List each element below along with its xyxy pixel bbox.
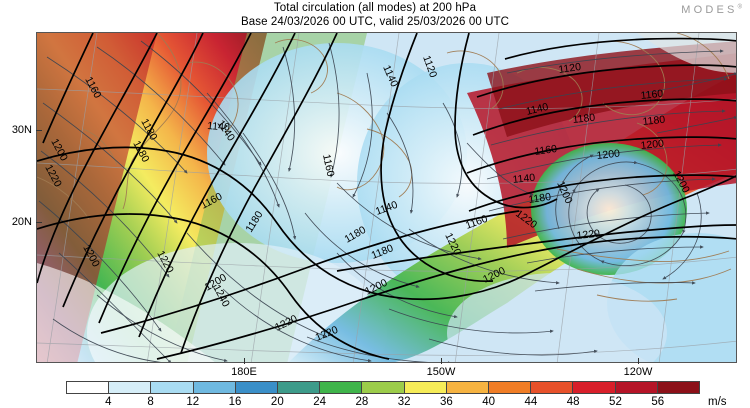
xtick-label-180e: 180E: [231, 366, 257, 378]
contour-label: 1140: [512, 172, 536, 186]
colorbar-swatch-4: [235, 382, 279, 393]
colorbar-swatch-5: [278, 382, 321, 393]
colorbar-tick-32: 32: [397, 396, 411, 408]
colorbar-swatch-13: [615, 382, 658, 393]
colorbar-swatch-14: [657, 382, 700, 393]
colorbar-tick-44: 44: [524, 396, 538, 408]
colorbar-swatch-10: [489, 382, 532, 393]
colorbar-tick-52: 52: [609, 396, 622, 408]
contour-label: 1200: [596, 148, 621, 162]
colorbar-swatch-8: [404, 382, 447, 393]
height-contour-layer: [37, 33, 736, 360]
contour-label: 1160: [640, 88, 664, 102]
xtick-mark-120w: [638, 358, 639, 364]
ytick-label-20n: 20N: [11, 216, 32, 228]
colorbar-swatch-1: [109, 382, 152, 393]
contour-label: 1140: [207, 120, 231, 134]
colorbar-swatch-0: [67, 382, 110, 393]
xtick-mark-180e: [244, 358, 245, 364]
colorbar-tick-8: 8: [147, 396, 154, 408]
contour-label: 1140: [525, 101, 550, 118]
registered-mark-icon: ®: [737, 4, 742, 11]
colorbar-tick-24: 24: [313, 396, 326, 408]
colorbar-swatch-11: [531, 382, 574, 393]
colorbar-tick-12: 12: [186, 396, 200, 408]
colorbar-swatch-12: [573, 382, 616, 393]
contour-label: 1180: [572, 112, 596, 126]
colorbar-tick-48: 48: [566, 396, 580, 408]
ytick-label-30n: 30N: [11, 124, 32, 136]
modes-logo: MODES®: [681, 4, 742, 16]
colorbar-swatch-9: [446, 382, 490, 393]
streamline-layer: [38, 40, 736, 362]
contour-label: 1160: [320, 153, 336, 178]
xtick-mark-150w: [441, 358, 442, 364]
colorbar[interactable]: [66, 381, 700, 394]
chart-header: Total circulation (all modes) at 200 hPa…: [0, 1, 750, 29]
colorbar-tick-40: 40: [482, 396, 496, 408]
contour-label: 1160: [534, 143, 558, 158]
colorbar-tick-56: 56: [651, 396, 665, 408]
weather-map-plot[interactable]: 1160 1180 1200 1220 1160 1180 1200 1220 …: [36, 32, 737, 363]
colorbar-swatch-6: [320, 382, 363, 393]
map-canvas: 1160 1180 1200 1220 1160 1180 1200 1220 …: [37, 33, 736, 362]
coastline-layer: [37, 33, 732, 302]
contour-label: 1220: [576, 228, 601, 242]
contour-label: 1180: [642, 114, 666, 128]
colorbar-swatch-2: [151, 382, 194, 393]
ytick-mark-30n: [36, 130, 42, 131]
colorbar-tick-16: 16: [228, 396, 242, 408]
colorbar-tick-4: 4: [105, 396, 112, 408]
page-title: Total circulation (all modes) at 200 hPa: [273, 2, 477, 14]
xtick-label-150w: 150W: [426, 366, 456, 378]
contour-label: 1120: [558, 61, 582, 76]
ytick-mark-20n: [36, 222, 42, 223]
contour-label: 1200: [640, 138, 665, 152]
colorbar-swatch-3: [193, 382, 236, 393]
chart-subtitle: Base 24/03/2026 00 UTC, valid 25/03/2026…: [240, 16, 510, 28]
xtick-label-120w: 120W: [623, 366, 653, 378]
colorbar-tick-28: 28: [355, 396, 369, 408]
colorbar-tick-36: 36: [439, 396, 453, 408]
colorbar-tick-20: 20: [270, 396, 284, 408]
brand-text: MODES: [681, 4, 738, 16]
contour-label: 1180: [528, 191, 552, 206]
colorbar-swatch-7: [362, 382, 405, 393]
colorbar-units-label: m/s: [708, 396, 727, 408]
